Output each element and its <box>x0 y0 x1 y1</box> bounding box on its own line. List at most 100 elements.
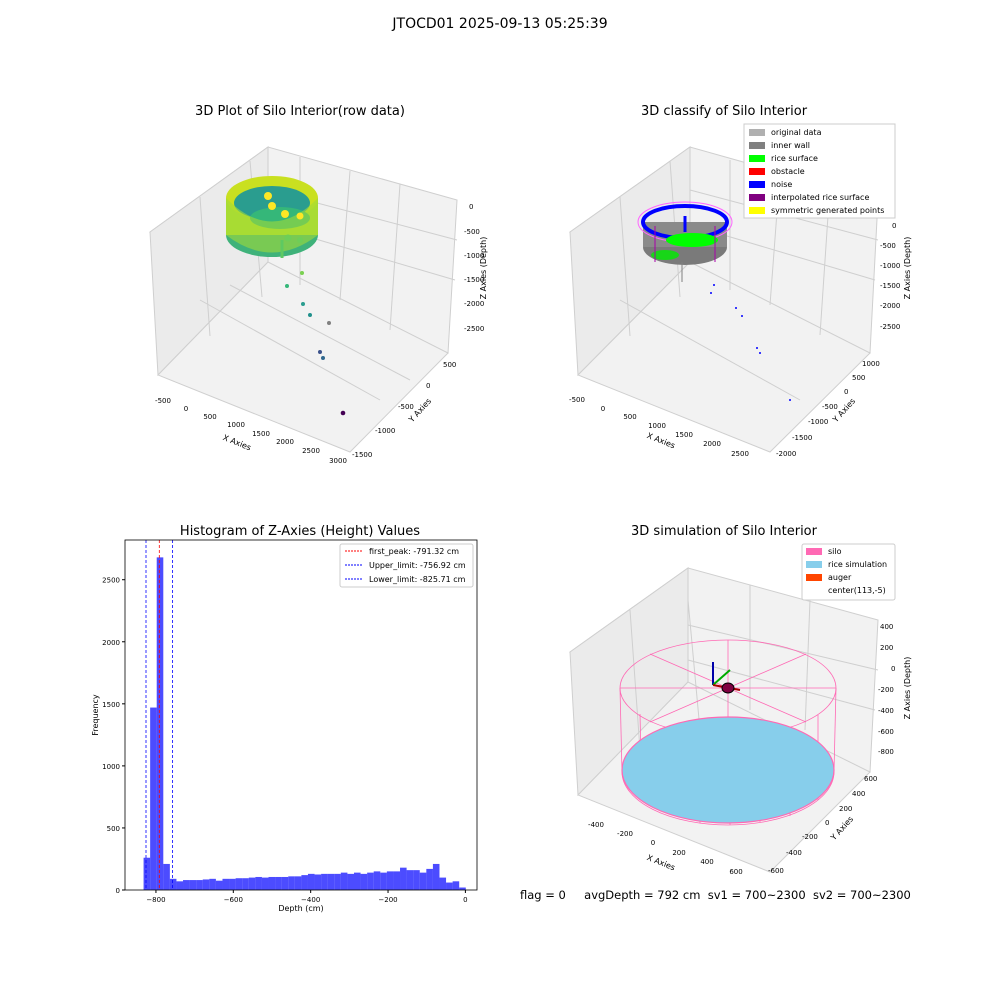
panel1-ztick: -2000 <box>464 300 484 308</box>
y-tick-label: 2000 <box>102 639 120 647</box>
panel4-ytick: 400 <box>852 790 865 798</box>
panel2-ytick: -500 <box>822 403 838 411</box>
legend-swatch <box>749 181 765 188</box>
histogram-bar <box>169 878 177 890</box>
legend-label: auger <box>828 573 852 582</box>
panel2-ztick: 0 <box>892 222 896 230</box>
histogram-bar <box>156 557 164 890</box>
panel4-ytick: 200 <box>839 805 852 813</box>
legend-label: symmetric generated points <box>771 206 884 215</box>
histogram-bar <box>301 875 308 890</box>
panel4-ztick: -200 <box>878 686 894 694</box>
histogram-bar <box>334 873 341 890</box>
panel4-ztick: -800 <box>878 748 894 756</box>
histogram-bar <box>406 870 414 890</box>
histogram-bar <box>150 707 157 890</box>
panel1-outlier <box>318 350 322 354</box>
histogram-frame <box>124 539 478 891</box>
panel1-outlier <box>301 302 305 306</box>
panel1-ztick: -500 <box>464 228 480 236</box>
footer-flag: flag = 0 <box>520 888 566 902</box>
panel2-legend-entries: original data inner wall rice surface ob… <box>749 128 884 215</box>
rice-simulation-surface <box>621 716 835 824</box>
legend-swatch <box>806 574 822 581</box>
panel4-ytick: 0 <box>825 819 829 827</box>
histogram-bar <box>215 880 223 890</box>
panel4-axes-panes <box>568 567 879 873</box>
panel2-legend-box <box>743 123 896 219</box>
panel2-noise-point <box>710 292 712 294</box>
panel2-ztick: -2500 <box>880 323 900 331</box>
panel4-y-ticks: -600 -400 -200 0 200 400 600 <box>768 775 877 875</box>
panel4-xtick: -400 <box>588 821 604 829</box>
legend-swatch <box>806 548 822 555</box>
panel1-3d-scatter: -500 0 500 1000 1500 2000 2500 3000 X Ax… <box>148 146 488 465</box>
histogram-bar <box>261 877 269 890</box>
auger-marker <box>712 662 741 694</box>
histogram-bar <box>321 873 328 890</box>
histogram-bar <box>413 870 420 890</box>
panel4-ztick: -600 <box>878 728 894 736</box>
panel1-ztick: 0 <box>469 203 473 211</box>
panel1-x-ticks: -500 0 500 1000 1500 2000 2500 3000 <box>155 397 347 465</box>
histogram-bar <box>202 879 210 890</box>
panel1-xtick: 500 <box>203 413 216 421</box>
panel1-outliers <box>285 271 346 416</box>
histogram-bar <box>353 872 361 890</box>
panel4-title: 3D simulation of Silo Interior <box>631 524 817 539</box>
panel2-xtick: 2000 <box>703 440 721 448</box>
histogram-bar <box>327 873 335 890</box>
legend-label: noise <box>771 180 792 189</box>
footer-stats: flag = 0 avgDepth = 792 cm sv1 = 700~230… <box>520 888 911 902</box>
footer-sv2: sv2 = 700~2300 <box>812 888 911 902</box>
histogram-bar <box>183 880 190 890</box>
histogram-bar <box>307 873 315 890</box>
histogram-bar <box>143 857 151 890</box>
histogram-bar <box>373 871 381 890</box>
histogram-y-ticks: 0 500 1000 1500 2000 2500 <box>102 577 125 895</box>
histogram-bar <box>419 872 427 890</box>
legend-label-first-peak: first_peak: -791.32 cm <box>369 547 459 556</box>
panel2-xtick: 0 <box>601 405 605 413</box>
histogram-bar <box>209 878 216 890</box>
legend-label: original data <box>771 128 822 137</box>
panel2-x-ticks: -500 0 500 1000 1500 2000 2500 <box>569 396 749 458</box>
panel4-x-ticks: -400 -200 0 200 400 600 <box>588 821 743 876</box>
legend-label-upper-limit: Upper_limit: -756.92 cm <box>369 561 466 570</box>
panel1-z-ticks: 0 -500 -1000 -1500 -2000 -2500 <box>464 203 484 333</box>
panel2-z-ticks: 0 -500 -1000 -1500 -2000 -2500 <box>880 222 900 331</box>
panel2-ytick: 500 <box>852 374 865 382</box>
panel4-legend-box <box>801 543 896 601</box>
panel2-xtick: -500 <box>569 396 585 404</box>
panel4-xtick: -200 <box>617 830 633 838</box>
panel4-zlabel: Z Axies (Depth) <box>903 657 912 720</box>
histogram-bar <box>386 871 394 890</box>
legend-swatch <box>749 207 765 214</box>
histogram-bar <box>459 887 466 890</box>
histogram-bar <box>268 876 276 890</box>
figure-title: JTOCD01 2025-09-13 05:25:39 <box>392 16 608 32</box>
auger-head <box>721 682 735 694</box>
panel2-ytick: -1500 <box>792 434 812 442</box>
footer-sv1: sv1 = 700~2300 <box>707 888 806 902</box>
panel1-xtick: 3000 <box>329 457 347 465</box>
panel4-xtick: 200 <box>672 849 685 857</box>
histogram-bar <box>400 867 407 890</box>
histogram-bar <box>189 880 197 890</box>
histogram-legend: first_peak: -791.32 cm Upper_limit: -756… <box>339 543 474 588</box>
histogram-bar <box>288 876 295 890</box>
footer-avg-depth: avgDepth = 792 cm <box>584 888 701 902</box>
panel1-ztick: -1500 <box>464 276 484 284</box>
panel1-xlabel: X Axies <box>222 433 253 452</box>
histogram-bar <box>380 872 387 890</box>
panel2-xtick: 1000 <box>648 422 666 430</box>
panel2-ztick: -500 <box>880 242 896 250</box>
panel2-ytick: 0 <box>844 388 848 396</box>
panel2-y-ticks: -2000 -1500 -1000 -500 0 500 1000 <box>776 360 880 458</box>
panel4-ztick: 400 <box>880 623 893 631</box>
panel2-rice-surface <box>666 233 718 247</box>
panel4-ylabel: Y Axies <box>828 815 855 843</box>
panel1-xtick: -500 <box>155 397 171 405</box>
panel2-ztick: -1500 <box>880 282 900 290</box>
panel4-ytick: -400 <box>786 849 802 857</box>
